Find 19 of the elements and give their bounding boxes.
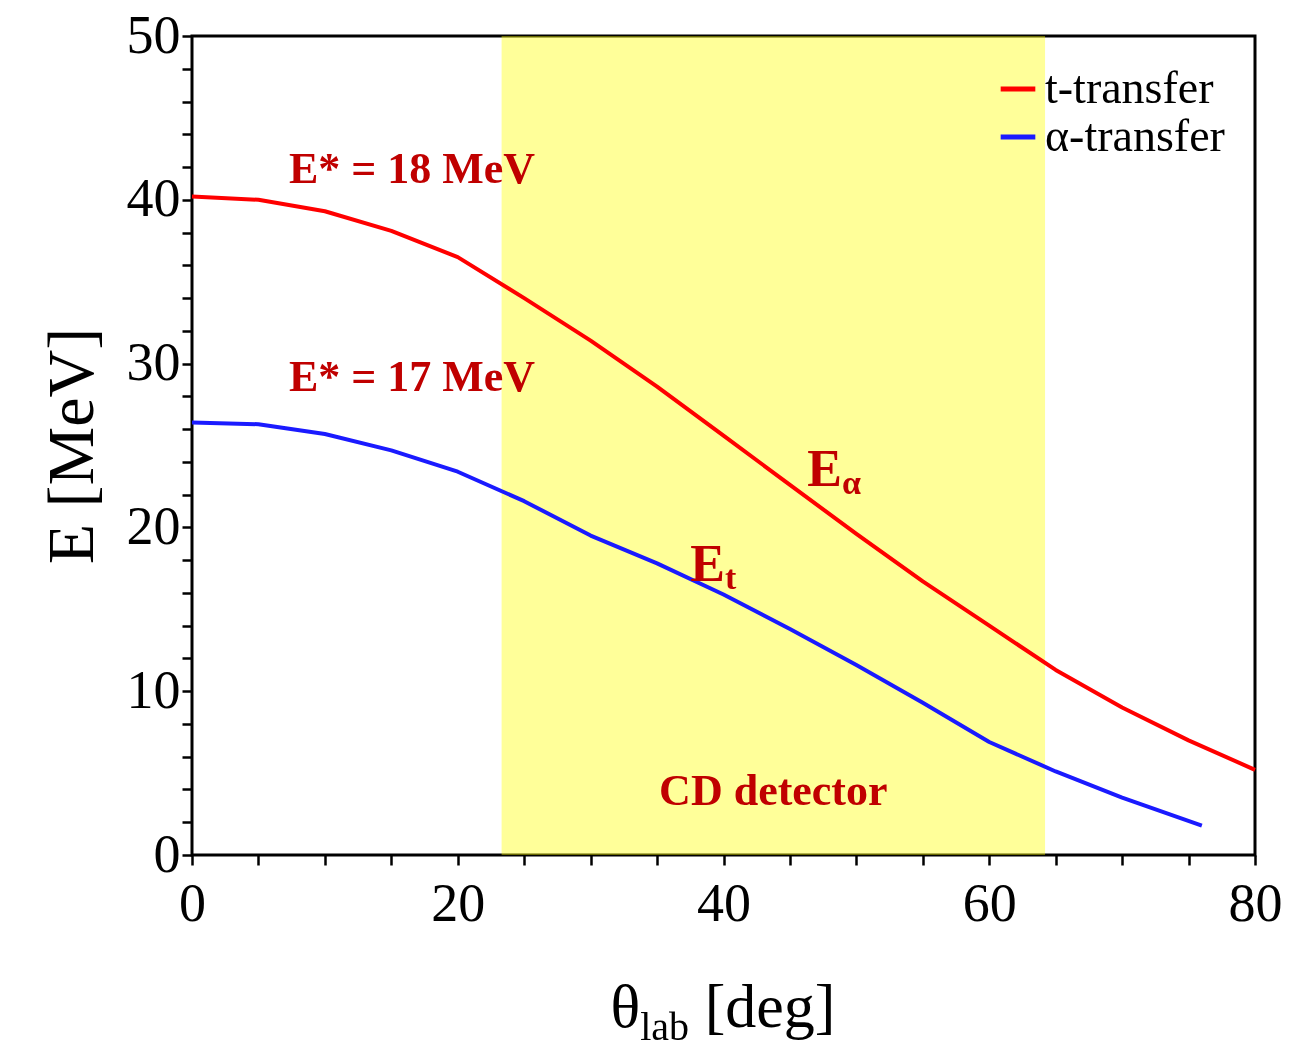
y-axis-title: E [MeV] <box>33 327 107 565</box>
x-axis-title: θ$_{lab}$ [deg] <box>609 972 837 1050</box>
line-series <box>190 194 1257 772</box>
y-tick-label: 50 <box>126 4 181 65</box>
band-label: CD detector <box>659 766 888 815</box>
x-tick-label: 60 <box>962 872 1017 933</box>
x-tick-label: 80 <box>1228 872 1283 933</box>
y-tick-label: 10 <box>126 659 181 720</box>
y-tick-label: 0 <box>153 823 181 884</box>
annotation: E* = 18 MeV <box>288 144 536 193</box>
y-tick-label: 30 <box>126 332 181 393</box>
annotation: E* = 17 MeV <box>288 352 536 401</box>
legend-label: α-transfer <box>1045 110 1225 161</box>
legend-label: t-transfer <box>1045 62 1214 113</box>
line-series <box>190 420 1204 828</box>
x-tick-label: 20 <box>431 872 486 933</box>
y-tick-label: 20 <box>126 495 181 556</box>
y-tick-label: 40 <box>126 168 181 229</box>
x-tick-label: 40 <box>697 872 751 933</box>
